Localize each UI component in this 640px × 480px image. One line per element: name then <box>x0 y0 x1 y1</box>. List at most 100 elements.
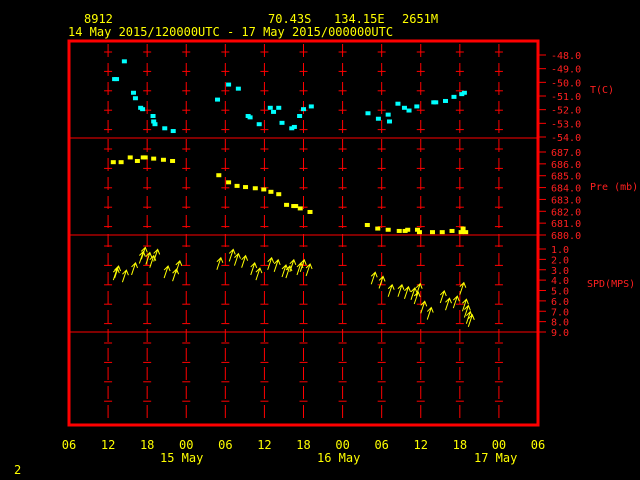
wind-arrow <box>112 267 120 281</box>
wind-arrow <box>370 271 378 285</box>
temp-point <box>140 107 146 112</box>
temp-point <box>308 104 314 109</box>
y-tick-label: 1.0 <box>551 245 569 256</box>
temp-point <box>301 107 306 112</box>
x-tick-label: 00 <box>492 438 506 452</box>
temp-ticks: -48.0 -49.0 -50.0 -51.0 -52.0 -53.0 -54.0 <box>538 51 581 144</box>
temp-point <box>365 111 371 116</box>
y-tick-label: -48.0 <box>551 51 581 62</box>
temp-point <box>247 115 253 120</box>
pressure-point <box>307 209 313 214</box>
temp-point <box>170 129 176 134</box>
wind-arrow <box>163 265 171 279</box>
pressure-point <box>284 202 290 207</box>
wind-arrow <box>413 291 421 305</box>
pressure-point <box>429 230 435 235</box>
wind-arrow <box>267 256 275 270</box>
temp-point <box>150 114 156 118</box>
time-period: 14 May 2015/120000UTC - 17 May 2015/0000… <box>68 25 393 39</box>
day-label-16-may: 16 May <box>317 451 360 465</box>
y-tick-label: -51.0 <box>551 92 581 103</box>
y-tick-label: 686.0 <box>551 160 581 171</box>
y-tick-label: 6.0 <box>551 297 569 308</box>
y-tick-label: 684.0 <box>551 184 581 195</box>
y-tick-label: -49.0 <box>551 65 581 76</box>
wind-arrow <box>289 258 297 272</box>
wind-series <box>112 246 475 327</box>
wind-arrow <box>426 306 434 320</box>
pressure-point <box>463 230 469 235</box>
y-tick-label: 9.0 <box>551 328 569 339</box>
wind-arrow <box>153 248 161 262</box>
temp-point <box>395 101 401 106</box>
x-tick-label: 18 <box>453 438 467 452</box>
wind-arrow <box>452 295 460 309</box>
x-tick-label: 00 <box>179 438 193 452</box>
temp-point <box>461 90 467 95</box>
pressure-point <box>458 230 464 235</box>
pressure-point <box>151 156 157 161</box>
wind-arrow <box>216 256 224 270</box>
chart-grid <box>104 44 503 422</box>
pressure-point <box>134 158 140 163</box>
wind-arrow <box>255 267 263 281</box>
x-tick-label: 12 <box>414 438 428 452</box>
pressure-point <box>118 160 124 165</box>
wind-arrow <box>378 275 386 289</box>
x-tick-label: 06 <box>374 438 388 452</box>
x-tick-label: 00 <box>335 438 349 452</box>
temp-point <box>276 105 282 110</box>
wind-arrow <box>273 258 281 272</box>
pressure-point <box>127 155 133 160</box>
temp-point <box>385 112 391 117</box>
station-elevation: 2651M <box>402 12 438 26</box>
wind-arrow <box>299 258 307 272</box>
wind-arrow <box>467 313 475 327</box>
temp-point <box>433 100 439 105</box>
wind-arrow <box>403 285 411 299</box>
temp-point <box>401 105 407 110</box>
temp-point <box>267 105 273 110</box>
pressure-point <box>243 185 249 190</box>
wind-arrow <box>131 262 138 276</box>
wind-arrow <box>241 254 249 268</box>
wind-arrow <box>410 286 418 300</box>
pressure-point <box>216 173 222 178</box>
plot-frame <box>67 39 540 427</box>
temp-point <box>162 126 168 131</box>
temp-point <box>114 77 120 82</box>
pressure-point <box>226 180 232 185</box>
pressure-point <box>276 192 282 197</box>
pressure-point <box>268 189 274 194</box>
y-tick-label: 680.0 <box>551 231 581 242</box>
wind-arrow <box>140 246 148 260</box>
wind-arrow <box>233 252 241 266</box>
wind-arrow <box>172 268 180 282</box>
pressure-point <box>170 158 176 163</box>
temp-point <box>451 94 457 99</box>
y-tick-label: -52.0 <box>551 106 581 117</box>
day-label-15-may: 15 May <box>160 451 203 465</box>
temp-axis-label: T(C) <box>590 85 614 96</box>
temp-point <box>152 122 158 127</box>
temp-point <box>235 86 241 91</box>
temp-point <box>297 114 303 118</box>
y-tick-label: 682.0 <box>551 207 581 218</box>
wind-arrow <box>461 298 469 312</box>
pressure-point <box>402 228 408 233</box>
temp-point <box>459 92 465 97</box>
x-tick-label: 18 <box>140 438 154 452</box>
pressure-point <box>385 227 391 232</box>
wind-arrow <box>228 248 236 262</box>
wind-arrow <box>250 262 258 276</box>
pressure-point <box>416 230 422 235</box>
pressure-point <box>110 160 116 165</box>
station-longitude: 134.15E <box>334 12 385 26</box>
temp-point <box>121 59 127 64</box>
y-tick-label: 3.0 <box>551 266 569 277</box>
wind-arrow <box>138 250 146 264</box>
x-axis: 06 12 18 00 06 12 18 00 06 12 18 00 06 <box>62 438 545 452</box>
x-tick-label: 06 <box>531 438 545 452</box>
